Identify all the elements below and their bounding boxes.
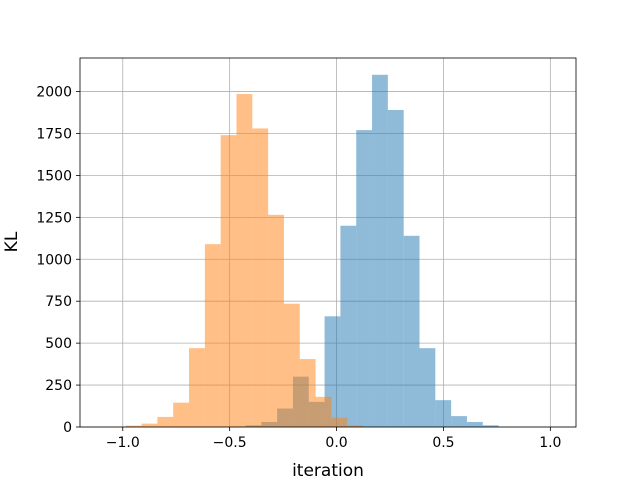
histogram-bar xyxy=(466,421,483,427)
histogram-bar xyxy=(372,74,388,427)
histogram-bar xyxy=(340,225,357,427)
y-tick-label: 0 xyxy=(63,420,72,436)
histogram-bar xyxy=(204,244,221,427)
histogram-bar xyxy=(189,348,205,427)
histogram-bar xyxy=(331,417,348,427)
x-tick-label: 0.0 xyxy=(325,435,347,451)
histogram-bar xyxy=(220,135,237,427)
histogram-bar xyxy=(141,423,158,427)
axis-ticks: −1.0 −0.5 0.0 0.5 1.0 0 250 500 750 1000 1250 1500 1… xyxy=(36,85,561,451)
histogram-bar xyxy=(387,109,404,427)
histogram-bar xyxy=(315,396,332,427)
x-axis-label: iteration xyxy=(292,461,364,480)
histogram-bar xyxy=(451,416,467,427)
x-tick-label: 1.0 xyxy=(539,435,561,451)
histogram-bar xyxy=(157,416,174,427)
y-tick-label: 1500 xyxy=(36,168,72,184)
y-axis-label: KL xyxy=(2,231,22,252)
y-tick-label: 1750 xyxy=(36,126,72,142)
grid-lines xyxy=(80,58,576,428)
x-tick-label: −1.0 xyxy=(106,435,140,451)
histogram-bar xyxy=(252,128,269,428)
histogram-bar xyxy=(435,400,452,427)
y-tick-label: 2000 xyxy=(36,85,72,101)
histogram-bar xyxy=(283,303,300,427)
histogram-bar xyxy=(347,425,364,427)
x-tick-label: −0.5 xyxy=(213,435,247,451)
histogram-bar xyxy=(356,130,373,427)
histogram-bar xyxy=(419,348,436,427)
histogram-bar xyxy=(125,425,142,427)
histogram-bar xyxy=(236,94,253,427)
histogram-bar xyxy=(482,425,499,427)
y-tick-label: 750 xyxy=(45,294,72,310)
y-tick-label: 1250 xyxy=(36,210,72,226)
x-tick-label: 0.5 xyxy=(432,435,454,451)
y-tick-label: 1000 xyxy=(36,252,72,268)
plot-frame xyxy=(79,57,577,428)
histogram-bar xyxy=(299,359,316,427)
y-tick-label: 250 xyxy=(45,378,72,394)
histogram-bars xyxy=(109,74,499,428)
histogram-bar xyxy=(268,214,284,427)
y-tick-label: 500 xyxy=(45,336,72,352)
histogram-bar xyxy=(173,402,190,427)
histogram-bar xyxy=(403,235,420,427)
